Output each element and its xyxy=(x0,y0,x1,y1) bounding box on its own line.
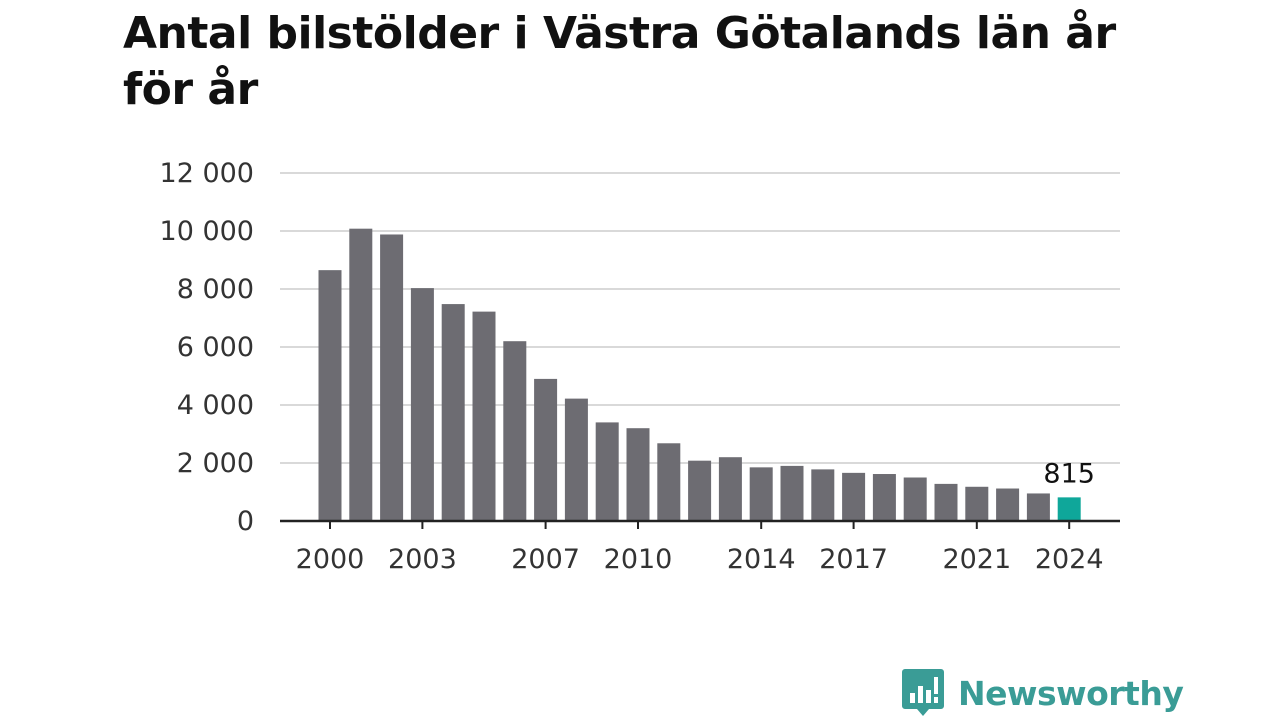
bar xyxy=(410,288,434,521)
newsworthy-brand[interactable]: Newsworthy xyxy=(902,669,1184,717)
brand-name: Newsworthy xyxy=(958,673,1184,713)
x-tick-label: 2007 xyxy=(511,544,580,575)
y-tick-label: 2 000 xyxy=(177,448,254,479)
x-tick-label: 2000 xyxy=(296,544,365,575)
y-tick-label: 10 000 xyxy=(160,216,254,247)
chart-title: Antal bilstölder i Västra Götalands län … xyxy=(123,8,1116,115)
x-tick-label: 2003 xyxy=(388,544,457,575)
bar xyxy=(749,467,773,521)
data-label: 815 xyxy=(1043,458,1095,489)
bar-highlight xyxy=(1057,497,1081,521)
bar xyxy=(564,398,588,521)
bar xyxy=(534,378,558,521)
bar-chart: 0 2 000 4 000 6 000 8 000 10 000 12 000 2000 200… xyxy=(160,158,1120,575)
y-tick-label: 0 xyxy=(237,506,254,537)
newsworthy-logo-icon xyxy=(902,669,944,716)
bar xyxy=(996,488,1020,521)
x-tick-label: 2014 xyxy=(727,544,796,575)
x-tick-label: 2024 xyxy=(1035,544,1104,575)
bar xyxy=(595,422,619,521)
bar xyxy=(934,483,958,521)
bar xyxy=(318,270,342,521)
bar xyxy=(872,474,896,521)
bar xyxy=(688,460,712,521)
bar xyxy=(811,469,835,521)
bar xyxy=(441,304,465,521)
x-tick-label: 2017 xyxy=(819,544,888,575)
bar xyxy=(780,465,804,521)
y-tick-label: 6 000 xyxy=(177,332,254,363)
bar xyxy=(349,228,373,521)
y-tick-label: 12 000 xyxy=(160,158,254,189)
bar xyxy=(903,477,927,521)
bar xyxy=(718,457,742,521)
bar xyxy=(472,311,496,521)
y-tick-label: 8 000 xyxy=(177,274,254,305)
bar xyxy=(380,234,404,522)
bar xyxy=(842,472,866,521)
bar xyxy=(503,341,527,521)
y-tick-label: 4 000 xyxy=(177,390,254,421)
x-tick-label: 2021 xyxy=(942,544,1011,575)
bar xyxy=(626,428,650,521)
bar xyxy=(657,443,681,521)
bar xyxy=(1026,493,1050,521)
bar xyxy=(965,486,989,521)
x-tick-label: 2010 xyxy=(604,544,673,575)
